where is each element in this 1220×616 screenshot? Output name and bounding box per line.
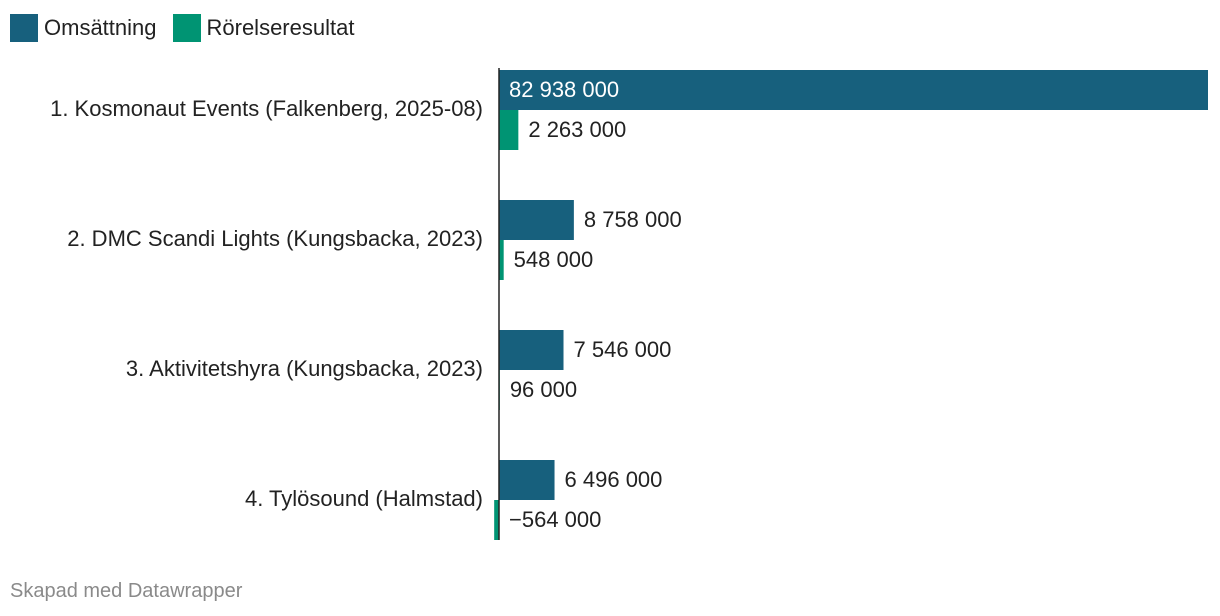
category-label: 3. Aktivitetshyra (Kungsbacka, 2023) [126,356,483,381]
data-label: 2 263 000 [528,117,626,142]
bar-omsattning [499,200,574,240]
data-label: 96 000 [510,377,577,402]
bar-omsattning [499,330,564,370]
legend-item-rorelseresultat: Rörelseresultat [172,14,355,42]
footer-credit: Skapad med Datawrapper [10,580,243,602]
data-label: 7 546 000 [574,337,672,362]
data-label: 548 000 [514,247,594,272]
bar-omsattning [499,460,555,500]
legend-item-omsattning: Omsättning [10,14,157,42]
bar-omsattning [499,70,1208,110]
bar-chart: 1. Kosmonaut Events (Falkenberg, 2025-08… [50,68,1208,540]
legend: Omsättning Rörelseresultat [10,12,370,44]
data-label: 82 938 000 [509,77,619,102]
category-label: 2. DMC Scandi Lights (Kungsbacka, 2023) [67,226,483,251]
data-label: 8 758 000 [584,207,682,232]
bar-rorelseresultat [499,240,504,280]
legend-swatch-omsattning [10,14,38,42]
bar-rorelseresultat [494,500,499,540]
bar-rorelseresultat [499,110,519,150]
legend-swatch-rorelseresultat [172,14,201,42]
category-label: 1. Kosmonaut Events (Falkenberg, 2025-08… [50,96,483,121]
data-label: −564 000 [509,507,601,532]
category-label: 4. Tylösound (Halmstad) [245,486,483,511]
legend-label-omsattning: Omsättning [44,15,157,40]
data-label: 6 496 000 [565,467,663,492]
legend-label-rorelseresultat: Rörelseresultat [206,15,355,40]
